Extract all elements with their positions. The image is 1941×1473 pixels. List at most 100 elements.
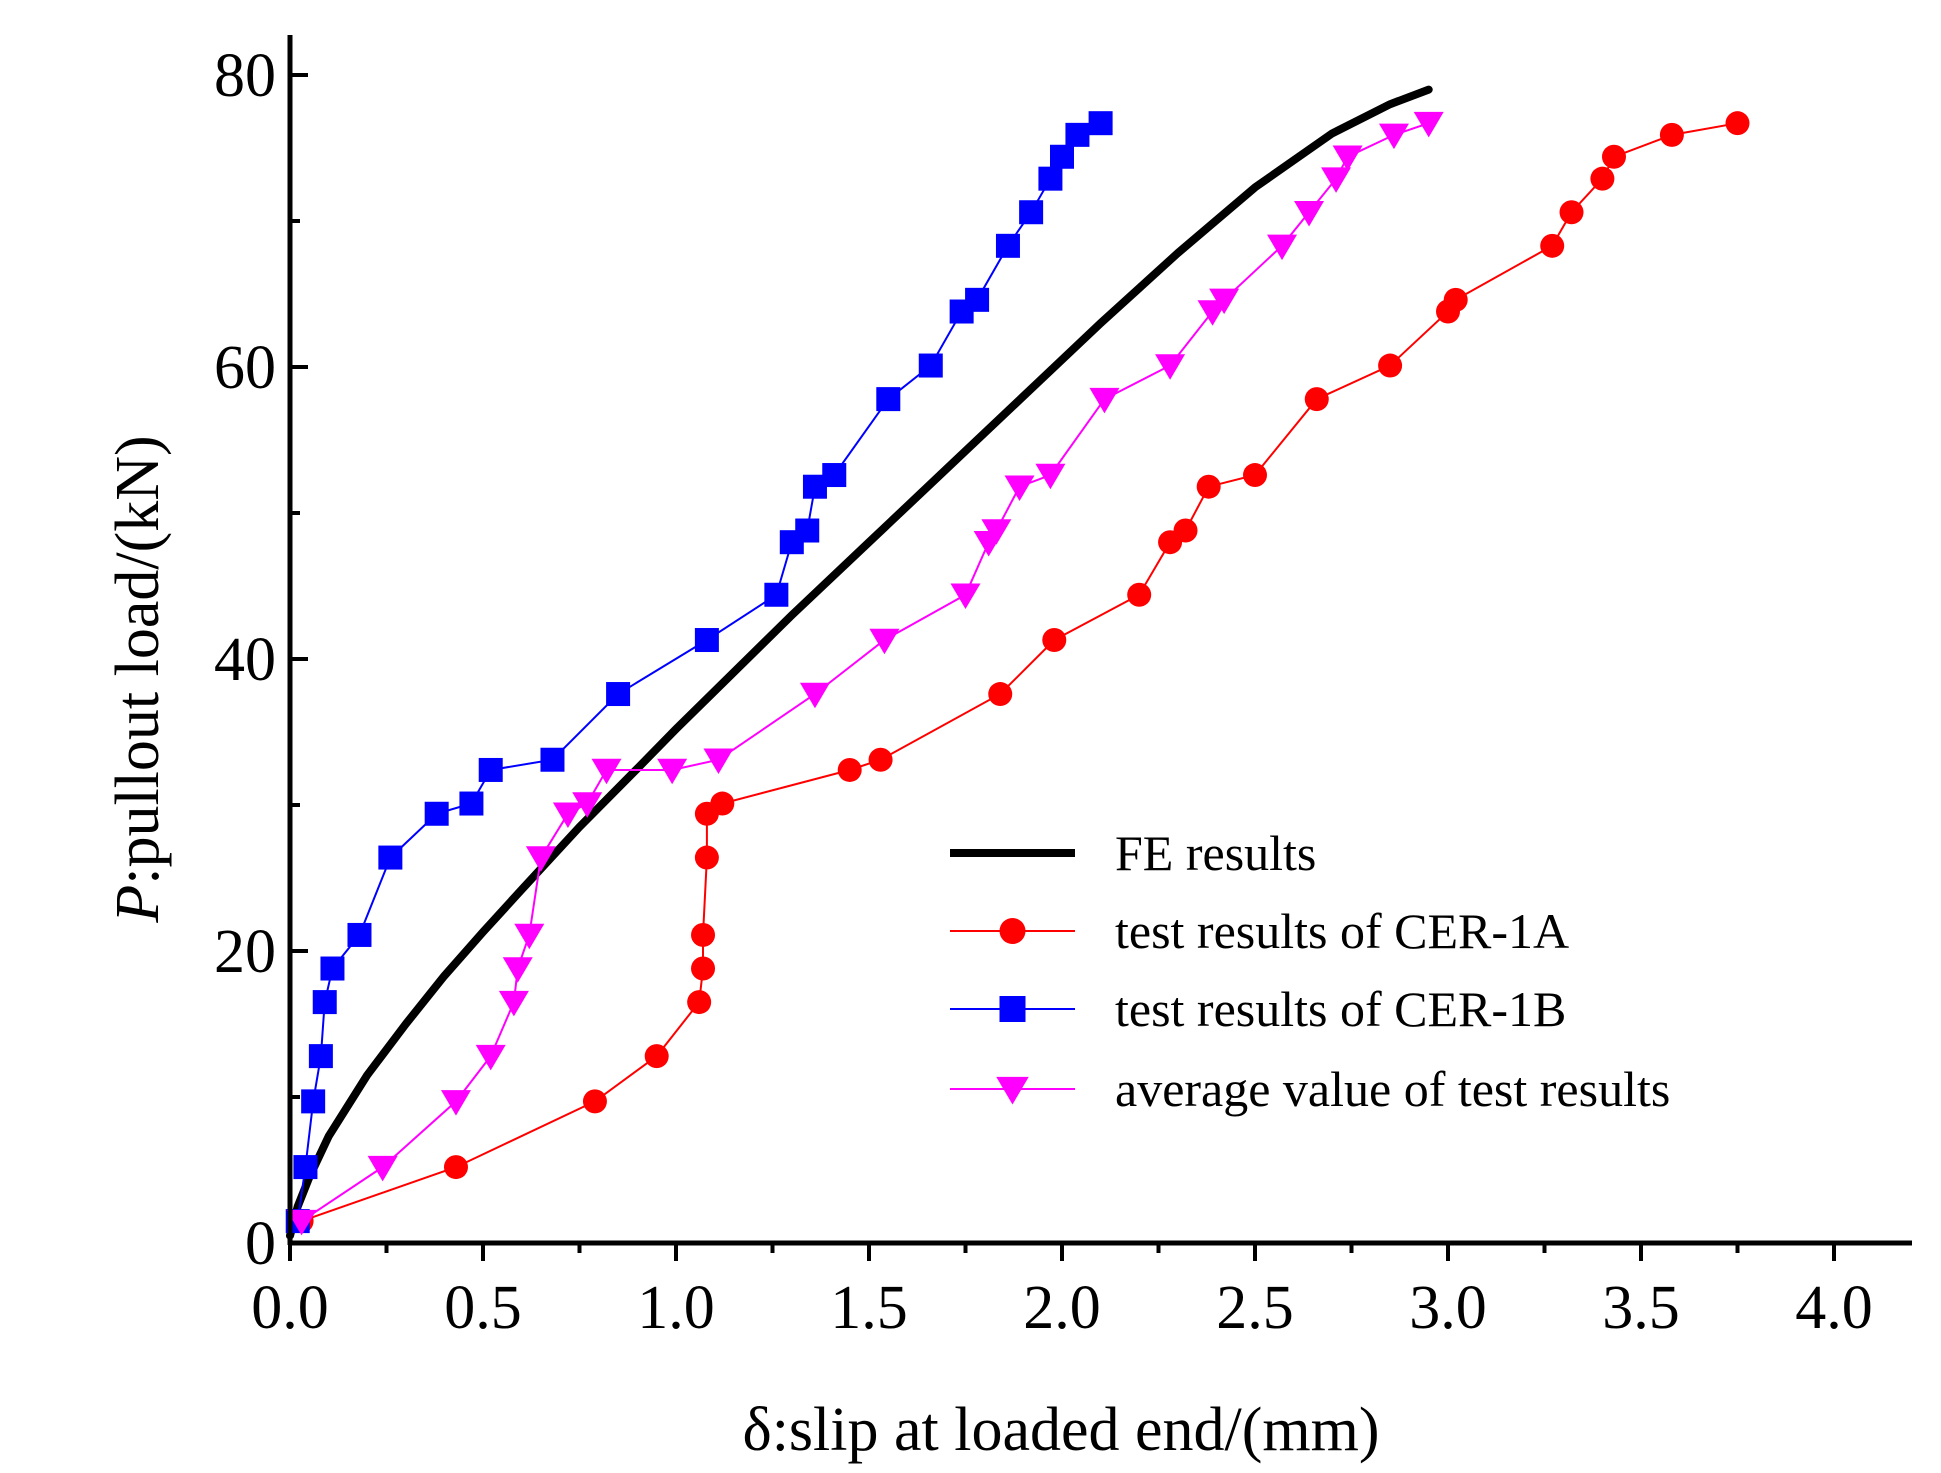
legend-marker bbox=[996, 1076, 1029, 1105]
data-point bbox=[475, 1044, 506, 1071]
data-point bbox=[378, 845, 403, 870]
data-point bbox=[1378, 353, 1403, 378]
data-point bbox=[657, 758, 688, 785]
legend-item: average value of test results bbox=[950, 1061, 1670, 1117]
series-2 bbox=[289, 111, 1750, 1234]
data-point bbox=[1725, 111, 1750, 136]
data-point bbox=[424, 801, 449, 826]
data-point bbox=[1413, 111, 1444, 138]
data-point bbox=[1089, 387, 1120, 414]
data-point bbox=[799, 682, 830, 709]
series-line bbox=[286, 85, 1433, 1240]
data-point bbox=[918, 353, 943, 378]
data-point bbox=[694, 628, 719, 653]
data-point bbox=[691, 922, 716, 947]
data-point bbox=[1332, 145, 1363, 172]
data-point bbox=[687, 990, 712, 1015]
data-point bbox=[1601, 144, 1626, 169]
data-point bbox=[1088, 111, 1113, 136]
data-point bbox=[764, 582, 789, 607]
data-point bbox=[312, 990, 337, 1015]
series-line bbox=[301, 122, 1738, 1223]
x-tick-label: 3.5 bbox=[1602, 1274, 1680, 1342]
y-tick-label: 60 bbox=[214, 334, 276, 402]
data-point bbox=[869, 628, 900, 655]
y-tick-label: 40 bbox=[214, 626, 276, 694]
data-point bbox=[540, 747, 565, 772]
y-axis-title-symbol: P bbox=[104, 885, 172, 924]
data-point bbox=[347, 922, 372, 947]
data-point bbox=[822, 463, 847, 488]
data-point bbox=[498, 990, 529, 1017]
ticks: 0.0 0.5 1.0 1.5 2.0 2.5 3.0 3.5 4.0 0 20 40 60 80 bbox=[214, 42, 1873, 1342]
data-point bbox=[1004, 475, 1035, 501]
data-point bbox=[478, 757, 503, 782]
data-point bbox=[703, 748, 734, 774]
data-point bbox=[1243, 463, 1267, 488]
data-point bbox=[1559, 200, 1584, 225]
data-point bbox=[1042, 628, 1067, 653]
data-point bbox=[694, 845, 719, 870]
y-axis-title-text: :pullout load/(kN) bbox=[104, 435, 172, 884]
data-point bbox=[502, 957, 533, 983]
data-point bbox=[1304, 387, 1329, 412]
data-point bbox=[525, 846, 556, 872]
data-point bbox=[293, 1155, 318, 1180]
data-point bbox=[965, 287, 990, 312]
data-point bbox=[440, 1090, 471, 1116]
data-point bbox=[552, 802, 583, 829]
data-point bbox=[582, 1089, 607, 1114]
x-tick-label: 2.5 bbox=[1216, 1274, 1294, 1342]
series-4 bbox=[286, 111, 1444, 1236]
data-point bbox=[1659, 122, 1684, 147]
x-tick-label: 0.0 bbox=[251, 1274, 329, 1342]
legend: FE results test results of CER-1A test res… bbox=[950, 825, 1670, 1117]
data-point bbox=[1540, 233, 1565, 258]
y-axis-title: P:pullout load/(kN) bbox=[104, 435, 172, 923]
data-point bbox=[1155, 354, 1186, 380]
data-point bbox=[1267, 234, 1298, 261]
data-point bbox=[1019, 200, 1044, 225]
series-3 bbox=[285, 111, 1113, 1234]
data-point bbox=[514, 923, 545, 950]
data-point bbox=[1321, 167, 1352, 193]
x-tick-label: 3.0 bbox=[1409, 1274, 1487, 1342]
data-point bbox=[1590, 166, 1615, 191]
data-point bbox=[301, 1089, 326, 1114]
series-layer bbox=[285, 85, 1750, 1240]
data-point bbox=[644, 1044, 669, 1069]
legend-item: test results of CER-1A bbox=[950, 903, 1569, 959]
data-point bbox=[1294, 200, 1325, 227]
data-point bbox=[308, 1044, 333, 1069]
data-point bbox=[459, 791, 484, 816]
legend-label: test results of CER-1B bbox=[1115, 981, 1566, 1037]
x-tick-label: 2.0 bbox=[1023, 1274, 1101, 1342]
data-point bbox=[1378, 123, 1409, 150]
x-tick-label: 4.0 bbox=[1795, 1274, 1873, 1342]
data-point bbox=[868, 747, 893, 772]
legend-marker bbox=[999, 918, 1026, 944]
series-line bbox=[301, 122, 1430, 1222]
data-point bbox=[443, 1155, 468, 1180]
data-point bbox=[1173, 518, 1198, 543]
data-point bbox=[367, 1155, 398, 1182]
y-tick-label: 0 bbox=[245, 1210, 276, 1278]
data-point bbox=[876, 387, 901, 412]
y-tick-label: 20 bbox=[214, 918, 276, 986]
data-point bbox=[1065, 122, 1090, 147]
data-point bbox=[1038, 166, 1063, 191]
y-tick-label: 80 bbox=[214, 42, 276, 110]
data-point bbox=[1209, 288, 1240, 315]
x-tick-label: 1.0 bbox=[637, 1274, 715, 1342]
legend-label: FE results bbox=[1115, 825, 1316, 881]
data-point bbox=[1127, 582, 1152, 607]
data-point bbox=[795, 518, 820, 543]
data-point bbox=[950, 583, 981, 610]
data-point bbox=[320, 956, 345, 981]
legend-label: test results of CER-1A bbox=[1115, 903, 1569, 959]
data-point bbox=[1035, 463, 1066, 490]
data-point bbox=[691, 956, 716, 981]
data-point bbox=[286, 1209, 317, 1236]
data-point bbox=[995, 233, 1020, 258]
